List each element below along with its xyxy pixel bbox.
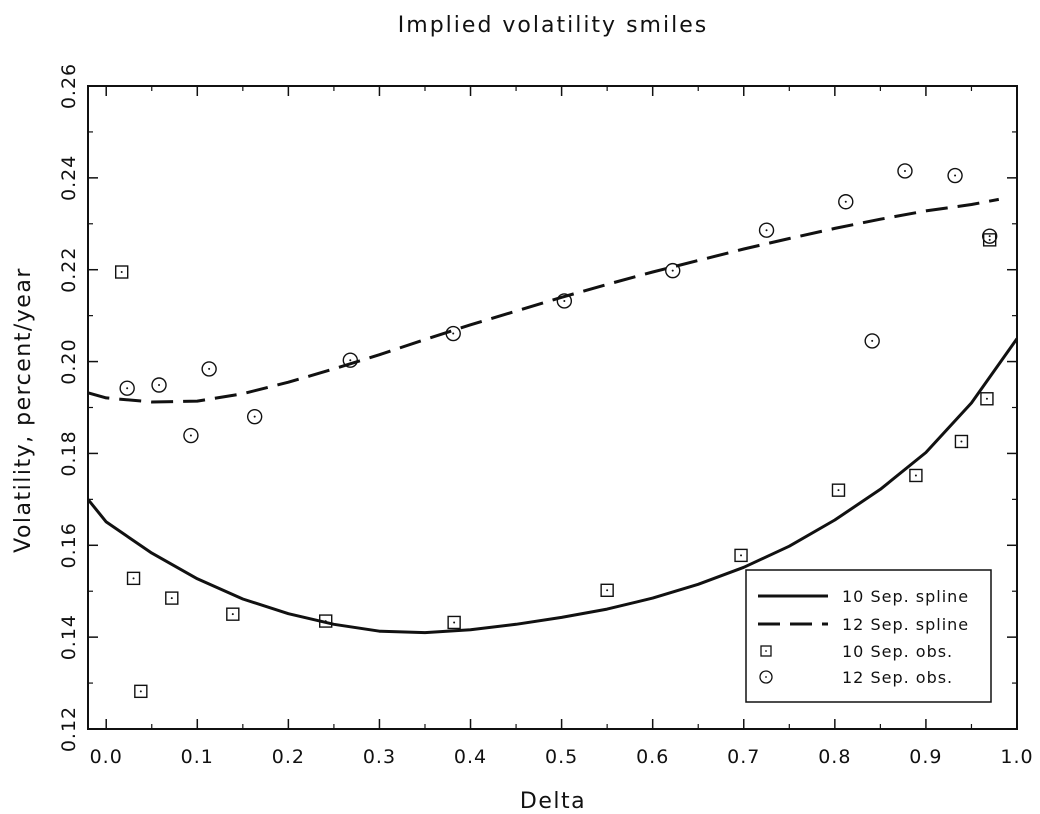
obs-10-sep-marker xyxy=(954,434,969,449)
y-tick-label: 0.24 xyxy=(58,155,80,201)
marker-center-dot xyxy=(170,597,173,600)
marker-center-dot xyxy=(349,359,352,362)
obs-12-sep-marker xyxy=(981,228,998,244)
marker-center-dot xyxy=(120,271,123,274)
obs-12-sep-marker xyxy=(151,377,167,393)
spline-10-sep-line xyxy=(88,337,1017,635)
spline-12-sep-line xyxy=(88,197,1000,404)
obs-12-sep-marker xyxy=(445,325,461,342)
obs-12-sep-marker xyxy=(201,361,217,377)
legend-label: 10 Sep. obs. xyxy=(842,642,953,661)
x-tick-label: 0.5 xyxy=(545,746,578,768)
marker-center-dot xyxy=(132,577,135,580)
obs-12-sep-marker xyxy=(342,352,359,368)
obs-12-sep-marker xyxy=(897,163,913,179)
marker-center-dot xyxy=(844,200,847,203)
marker-center-dot xyxy=(231,613,234,616)
legend-label: 12 Sep. obs. xyxy=(842,668,953,687)
obs-12-sep-marker xyxy=(183,427,199,444)
obs-12-sep-marker xyxy=(947,167,963,184)
obs-10-sep-marker xyxy=(909,468,923,483)
x-tick-label: 0.2 xyxy=(272,746,305,768)
obs-10-sep-marker xyxy=(447,615,461,630)
marker-center-dot xyxy=(606,589,609,592)
obs-10-sep-marker xyxy=(319,614,333,628)
obs-12-sep-marker xyxy=(119,380,135,396)
x-tick-label: 0.1 xyxy=(181,746,214,768)
obs-10-sep-marker xyxy=(114,265,129,279)
marker-center-dot xyxy=(324,620,327,623)
marker-center-dot xyxy=(765,229,768,232)
obs-10-sep-marker xyxy=(226,607,240,621)
y-tick-label: 0.12 xyxy=(58,706,80,752)
obs-10-sep-marker xyxy=(980,392,994,406)
x-tick-label: 0.7 xyxy=(727,746,760,768)
marker-center-dot xyxy=(671,269,674,272)
legend-label: 12 Sep. spline xyxy=(842,615,969,634)
marker-center-dot xyxy=(139,690,142,693)
marker-center-dot xyxy=(126,387,129,390)
marker-center-dot xyxy=(740,554,743,557)
x-axis-label: Delta xyxy=(520,789,586,814)
obs-10-sep-marker xyxy=(734,548,748,563)
obs-10-sep-marker xyxy=(165,591,179,605)
marker-center-dot xyxy=(954,174,957,177)
y-tick-label: 0.22 xyxy=(58,247,80,293)
x-tick-label: 0.0 xyxy=(90,746,123,768)
legend-swatch-dot xyxy=(765,676,767,678)
marker-center-dot xyxy=(452,332,455,335)
y-tick-label: 0.14 xyxy=(58,614,80,660)
marker-center-dot xyxy=(988,238,991,241)
x-axis: 0.0 0.1 0.2 0.3 0.4 0.5 0.6 0.7 0.8 0.9 1.0 xyxy=(90,86,1033,768)
obs-10-sep-marker xyxy=(134,684,148,699)
x-tick-label: 1.0 xyxy=(1000,746,1033,768)
obs-10-sep-marker xyxy=(831,483,846,497)
obs-10-sep-marker xyxy=(126,571,141,586)
x-tick-label: 0.9 xyxy=(909,746,942,768)
marker-center-dot xyxy=(253,415,256,418)
series-markers xyxy=(114,163,998,699)
chart-title: Implied volatility smiles xyxy=(398,13,708,38)
y-tick-label: 0.16 xyxy=(58,522,80,568)
marker-center-dot xyxy=(158,383,161,386)
x-tick-label: 0.6 xyxy=(636,746,669,768)
obs-12-sep-marker xyxy=(758,222,775,238)
x-tick-label: 0.3 xyxy=(363,746,396,768)
y-tick-label: 0.26 xyxy=(58,63,80,109)
obs-12-sep-marker xyxy=(838,194,854,210)
obs-12-sep-marker xyxy=(246,408,263,425)
legend-label: 10 Sep. spline xyxy=(842,587,969,606)
marker-center-dot xyxy=(960,440,963,443)
legend: 10 Sep. spline 12 Sep. spline 10 Sep. obs.… xyxy=(745,569,992,703)
obs-12-sep-marker xyxy=(665,262,681,279)
marker-center-dot xyxy=(453,621,456,624)
marker-center-dot xyxy=(914,474,917,477)
marker-center-dot xyxy=(208,367,211,370)
obs-10-sep-marker xyxy=(600,583,614,597)
marker-center-dot xyxy=(871,339,874,342)
legend-square-swatch xyxy=(760,645,772,657)
obs-12-sep-marker xyxy=(556,293,573,309)
marker-center-dot xyxy=(189,434,192,437)
x-tick-label: 0.8 xyxy=(818,746,851,768)
marker-center-dot xyxy=(563,299,566,302)
legend-swatch-dot xyxy=(765,650,767,652)
marker-center-dot xyxy=(903,169,906,172)
y-tick-label: 0.20 xyxy=(58,338,80,384)
x-tick-label: 0.4 xyxy=(454,746,487,768)
y-axis: 0.12 0.14 0.16 0.18 0.20 0.22 0.24 0.26 xyxy=(58,63,1017,752)
obs-12-sep-marker xyxy=(864,333,880,349)
marker-center-dot xyxy=(985,397,988,400)
legend-circle-swatch xyxy=(759,670,773,684)
y-axis-label: Volatility, percent/year xyxy=(11,267,36,553)
marker-center-dot xyxy=(837,489,840,492)
legend-box xyxy=(745,569,992,703)
y-tick-label: 0.18 xyxy=(58,430,80,476)
marker-center-dot xyxy=(988,235,991,238)
series-lines xyxy=(88,197,1017,635)
